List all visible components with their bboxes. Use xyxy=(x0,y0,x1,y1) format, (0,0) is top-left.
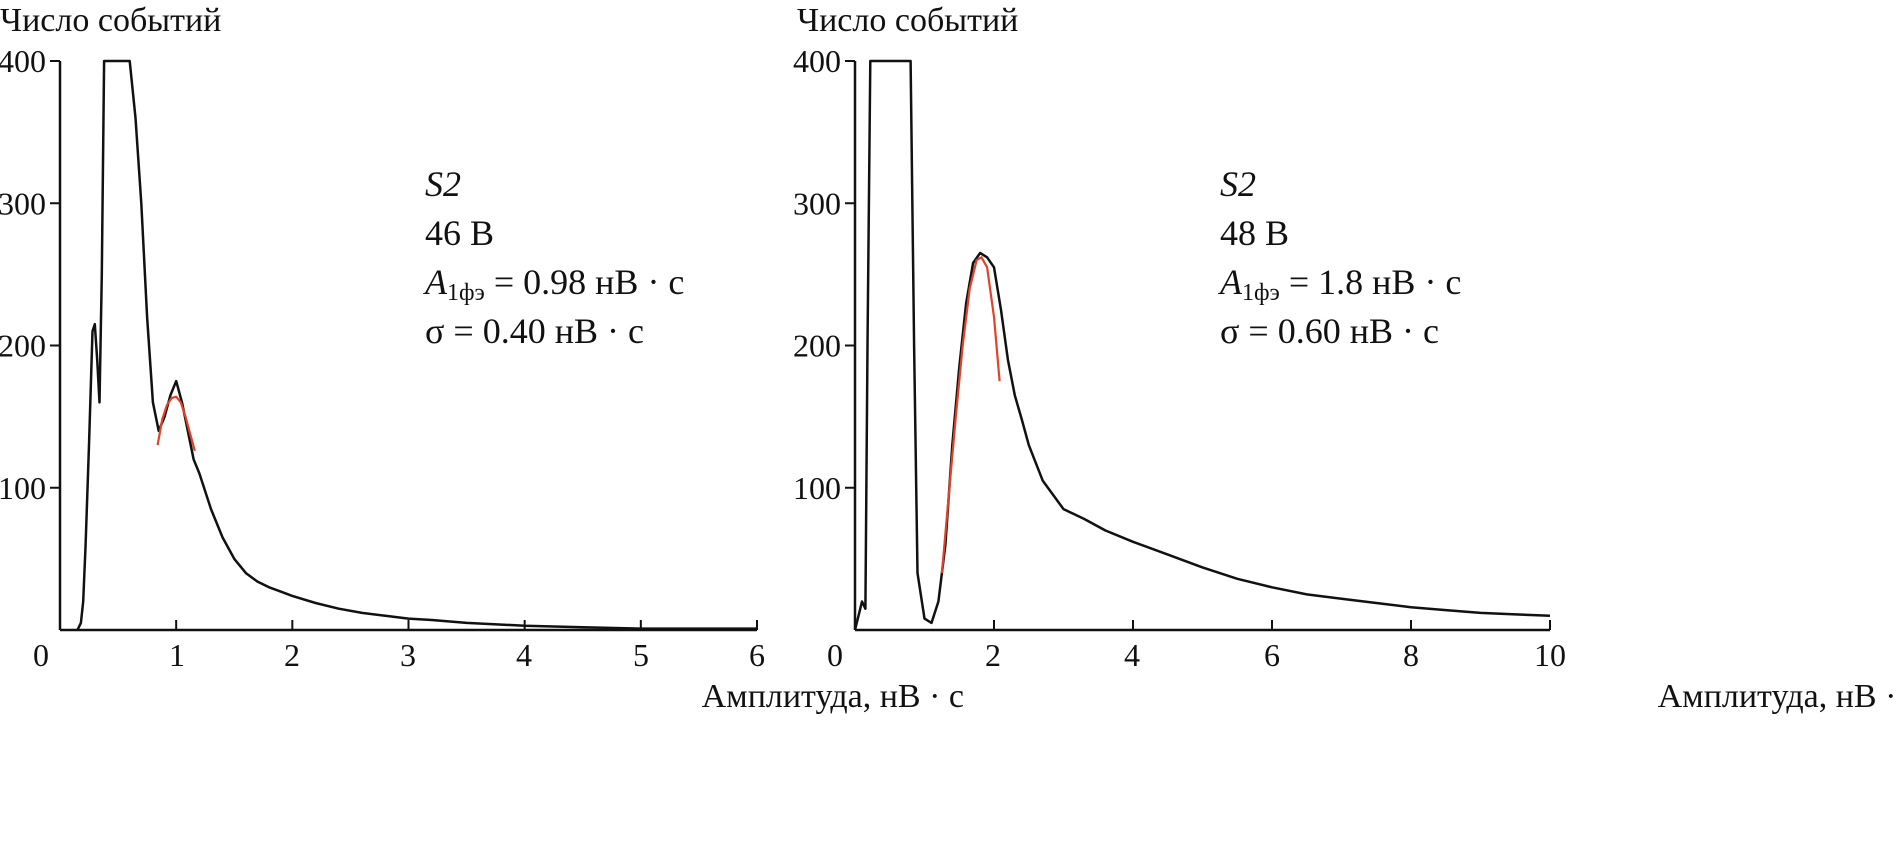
y-tick-label: 200 xyxy=(793,328,841,364)
chart-panel-left: Число событий Амплитуда, нВ · с S2 46 В … xyxy=(0,2,964,715)
x-tick-label: 1 xyxy=(169,637,185,673)
sigma-label: σ = 0.60 нВ · с xyxy=(1220,311,1439,351)
chart-panel-right: Число событий Амплитуда, нВ · с S2 48 В … xyxy=(793,0,1894,866)
voltage-label: 46 В xyxy=(425,213,495,253)
sample-label: S2 xyxy=(1220,164,1256,204)
gaussian-fit-line xyxy=(156,395,196,452)
amplitude-label: A1фэ = 0.98 нВ · с xyxy=(425,262,685,306)
x-tick-label: 4 xyxy=(1124,637,1140,673)
y-axis-label: Число событий xyxy=(0,2,222,39)
sigma-label: σ = 0.40 нВ · с xyxy=(425,311,644,351)
amplitude-label: A1фэ = 1.8 нВ · с xyxy=(1220,262,1462,306)
y-tick-label: 200 xyxy=(0,328,46,364)
y-tick-label: 300 xyxy=(793,185,841,221)
x-tick-label: 5 xyxy=(633,637,649,673)
y-tick-label: 100 xyxy=(0,470,46,506)
x-tick-label: 6 xyxy=(1264,637,1280,673)
annotation-block: S2 46 В A1фэ = 0.98 нВ · с σ = 0.40 нВ ·… xyxy=(425,160,684,356)
x-tick-label: 0 xyxy=(33,637,49,673)
histogram-plot: 100 200 300 400 0 1 2 3 4 5 6 xyxy=(0,43,765,673)
histogram-plot: 100 200 300 400 0 2 4 6 8 10 xyxy=(793,43,1566,673)
x-tick-label: 4 xyxy=(516,637,532,673)
y-tick-label: 400 xyxy=(0,43,46,79)
y-axis-label: Число событий xyxy=(797,2,1019,39)
sample-label: S2 xyxy=(425,164,461,204)
voltage-label: 48 В xyxy=(1220,213,1290,253)
x-tick-label: 2 xyxy=(284,637,300,673)
histogram-line xyxy=(76,59,757,631)
gaussian-fit-line xyxy=(940,256,1001,574)
x-tick-label: 6 xyxy=(749,637,765,673)
x-tick-label: 10 xyxy=(1534,637,1566,673)
x-axis-label: Амплитуда, нВ · с xyxy=(1657,678,1894,715)
histogram-line xyxy=(853,59,1551,631)
y-tick-label: 300 xyxy=(0,185,46,221)
y-tick-label: 100 xyxy=(793,470,841,506)
x-tick-label: 8 xyxy=(1403,637,1419,673)
y-tick-label: 400 xyxy=(793,43,841,79)
x-tick-label: 3 xyxy=(400,637,416,673)
x-tick-label: 0 xyxy=(827,637,843,673)
x-tick-label: 2 xyxy=(985,637,1001,673)
annotation-block: S2 48 В A1фэ = 1.8 нВ · с σ = 0.60 нВ · … xyxy=(1220,160,1461,356)
x-axis-label: Амплитуда, нВ · с xyxy=(701,678,964,715)
